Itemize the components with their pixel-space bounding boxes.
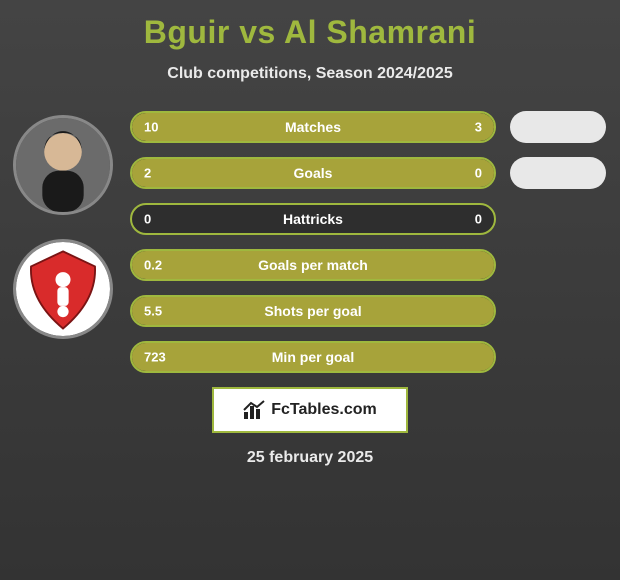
bars-icon bbox=[243, 400, 265, 420]
ext-pill bbox=[510, 157, 606, 189]
stat-row: 5.5 Shots per goal bbox=[130, 295, 606, 327]
bar-value-right: 0 bbox=[475, 166, 482, 181]
bar-label: Min per goal bbox=[272, 349, 354, 365]
bar-goals: 2 Goals 0 bbox=[130, 157, 496, 189]
ext-pill bbox=[510, 111, 606, 143]
stat-row: 0.2 Goals per match bbox=[130, 249, 606, 281]
bar-label: Hattricks bbox=[283, 211, 343, 227]
club-crest-icon bbox=[16, 242, 110, 336]
bar-value-left: 0.2 bbox=[144, 258, 162, 273]
stat-row: 2 Goals 0 bbox=[130, 157, 606, 189]
date-label: 25 february 2025 bbox=[0, 449, 620, 467]
bar-value-left: 2 bbox=[144, 166, 151, 181]
subtitle: Club competitions, Season 2024/2025 bbox=[0, 65, 620, 83]
avatar-column bbox=[8, 111, 118, 363]
brand-text: FcTables.com bbox=[271, 401, 377, 419]
bar-hattricks: 0 Hattricks 0 bbox=[130, 203, 496, 235]
bar-label: Goals per match bbox=[258, 257, 368, 273]
stat-bars: 10 Matches 3 2 Goals 0 0 Hattricks bbox=[130, 111, 606, 373]
stat-row: 723 Min per goal bbox=[130, 341, 606, 373]
bar-value-left: 723 bbox=[144, 350, 166, 365]
bar-matches: 10 Matches 3 bbox=[130, 111, 496, 143]
player-left-avatar bbox=[13, 115, 113, 215]
bar-value-left: 10 bbox=[144, 120, 158, 135]
bar-spg: 5.5 Shots per goal bbox=[130, 295, 496, 327]
content-area: 10 Matches 3 2 Goals 0 0 Hattricks bbox=[0, 111, 620, 373]
person-icon bbox=[16, 118, 110, 212]
bar-gpm: 0.2 Goals per match bbox=[130, 249, 496, 281]
bar-mpg: 723 Min per goal bbox=[130, 341, 496, 373]
bar-value-left: 0 bbox=[144, 212, 151, 227]
stat-row: 0 Hattricks 0 bbox=[130, 203, 606, 235]
stat-row: 10 Matches 3 bbox=[130, 111, 606, 143]
bar-label: Shots per goal bbox=[264, 303, 361, 319]
page-title: Bguir vs Al Shamrani bbox=[0, 14, 620, 51]
player-right-avatar bbox=[13, 239, 113, 339]
bar-label: Matches bbox=[285, 119, 341, 135]
bar-fill-left bbox=[132, 113, 411, 141]
bar-value-right: 0 bbox=[475, 212, 482, 227]
brand-logo[interactable]: FcTables.com bbox=[212, 387, 408, 433]
comparison-card: Bguir vs Al Shamrani Club competitions, … bbox=[0, 0, 620, 580]
bar-value-left: 5.5 bbox=[144, 304, 162, 319]
bar-value-right: 3 bbox=[475, 120, 482, 135]
bar-label: Goals bbox=[294, 165, 333, 181]
